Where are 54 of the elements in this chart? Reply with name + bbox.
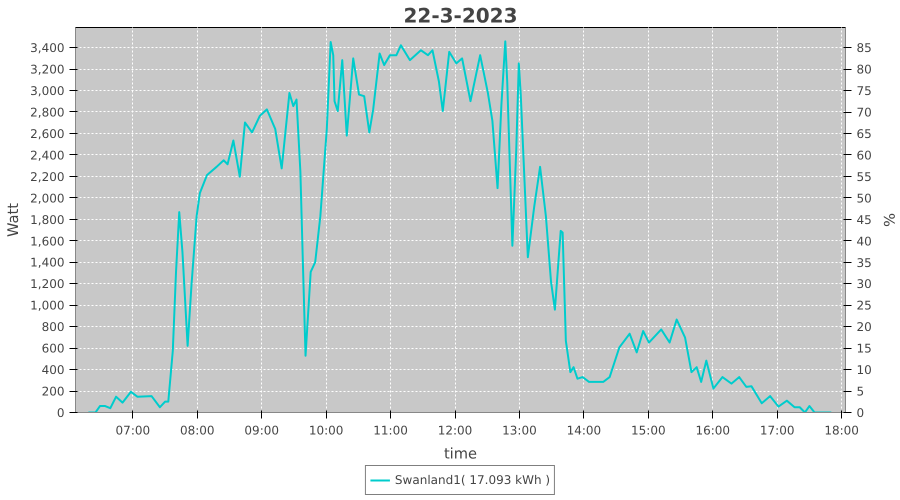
y-tick-label: 1,400 [30, 256, 65, 270]
x-tick-label: 10:00 [308, 424, 344, 438]
chart-title: 22-3-2023 [403, 4, 518, 28]
y2-tick-label: 65 [856, 127, 872, 142]
y-tick-label: 600 [42, 342, 64, 356]
y2-tick-label: 55 [856, 170, 872, 184]
y-tick-label: 1,800 [30, 212, 65, 227]
x-tick-label: 11:00 [373, 424, 408, 438]
x-tick-label: 18:00 [824, 424, 859, 438]
y2-tick-label: 15 [856, 342, 872, 356]
line-series [87, 40, 832, 412]
y-tick-label: 400 [42, 363, 64, 378]
y2-tick-label: 20 [856, 320, 872, 334]
y2-tick-label: 5 [856, 384, 864, 399]
y-tick-label: 800 [42, 320, 64, 334]
y2-tick-label: 70 [856, 106, 872, 120]
y-tick-label: 200 [42, 384, 64, 399]
x-tick-label: 17:00 [760, 424, 794, 438]
x-tick-label: 07:00 [116, 424, 150, 438]
y-tick-label: 1,200 [30, 277, 65, 292]
x-axis-title: time [444, 446, 478, 462]
y2-tick-label: 60 [856, 148, 872, 162]
y2-tick-label: 85 [856, 41, 872, 56]
y2-tick-label: 10 [856, 363, 872, 378]
y2-tick-label: 80 [856, 62, 872, 77]
y2-tick-label: 0 [856, 406, 864, 420]
x-tick-label: 08:00 [180, 424, 215, 438]
x-tick-label: 16:00 [695, 424, 730, 438]
y2-tick-label: 75 [856, 84, 872, 98]
x-tick-label: 14:00 [566, 424, 602, 438]
y-tick-label: 2,600 [30, 126, 65, 141]
y2-tick-label: 30 [856, 277, 872, 292]
y-tick-label: 3,000 [30, 84, 65, 98]
y2-tick-label: 25 [856, 298, 872, 313]
y-tick-label: 1,000 [30, 298, 65, 313]
y2-axis-title: % [880, 213, 897, 228]
x-tick-label: 15:00 [631, 424, 666, 438]
y-tick-label: 3,200 [30, 62, 65, 77]
legend-label: Swanland1( 17.093 kWh ) [394, 473, 550, 487]
y2-tick-label: 40 [856, 234, 872, 248]
y-tick-label: 2,400 [30, 148, 65, 162]
y-tick-label: 3,400 [30, 41, 65, 56]
y-tick-label: 1,600 [30, 234, 65, 248]
y-tick-label: 2,800 [30, 105, 65, 120]
y-tick-label: 2,000 [30, 191, 65, 206]
x-tick-label: 13:00 [502, 424, 537, 438]
y2-tick-label: 45 [856, 212, 872, 227]
y-tick-label: 0 [56, 406, 65, 420]
x-tick-label: 09:00 [244, 424, 280, 438]
y-tick-label: 2,200 [30, 170, 65, 184]
y-axis-title: Watt [5, 202, 22, 238]
y2-tick-label: 50 [856, 191, 872, 206]
y2-tick-label: 35 [856, 256, 872, 270]
x-tick-label: 12:00 [438, 424, 472, 438]
